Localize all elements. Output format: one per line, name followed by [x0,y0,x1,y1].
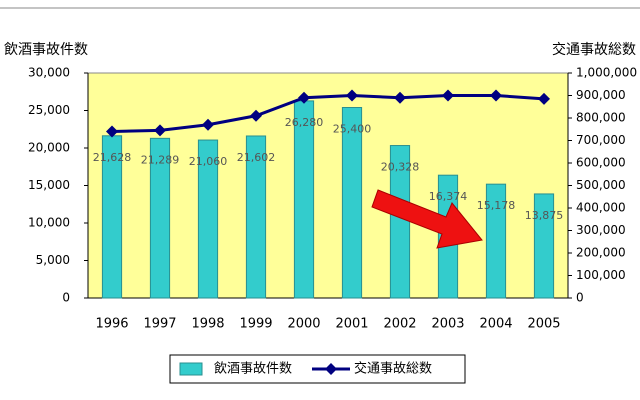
x-tick-label: 1999 [239,317,272,332]
value-label: 21,289 [141,153,180,166]
line-series [111,93,545,133]
value-label: 21,628 [93,151,132,164]
line-marker [202,118,214,131]
legend-swatch [325,363,337,375]
x-tick-label: 2003 [431,317,464,332]
y-tick-label: 30,000 [28,66,70,80]
y-tick-label: 5,000 [36,253,70,267]
line-marker [250,109,262,122]
legend-label: 飲酒事故件数 [214,361,292,377]
y2-tick-label: 200,000 [576,246,626,260]
y2-tick-label: 400,000 [576,201,626,215]
x-tick-label: 1998 [191,317,224,332]
y2-axis-title: 交通事故総数 [552,41,636,58]
value-label: 15,178 [477,199,516,212]
y-tick-label: 10,000 [28,216,70,230]
value-label: 21,602 [237,151,276,164]
y-tick-label: 0 [62,291,70,305]
value-label: 20,328 [381,161,420,174]
x-tick-label: 2005 [527,317,560,332]
value-label: 21,060 [189,155,228,168]
bar [485,183,507,299]
line-marker [442,89,454,102]
y2-tick-label: 600,000 [576,156,626,170]
line-marker [154,124,166,137]
x-tick-label: 2001 [335,317,368,332]
line-marker [298,91,310,104]
value-label: 13,875 [525,209,564,222]
line-marker [538,92,550,105]
x-tick-label: 2000 [287,317,320,332]
bar [149,137,171,299]
y-tick-label: 20,000 [28,141,70,155]
bar [341,107,363,299]
y-tick-label: 15,000 [28,178,70,192]
line-marker [106,125,118,138]
y2-tick-label: 900,000 [576,88,626,102]
value-label: 26,280 [285,116,324,129]
trend-arrow [371,189,483,249]
bar [245,135,267,299]
y2-tick-label: 1,000,000 [576,66,637,80]
x-tick-label: 2002 [383,317,416,332]
legend-swatch [179,362,203,376]
value-label: 25,400 [333,123,372,136]
x-tick-label: 1996 [95,317,128,332]
y-axis-title: 飲酒事故件数 [4,42,88,58]
line-marker [490,89,502,102]
y2-tick-label: 300,000 [576,223,626,237]
line-marker [346,89,358,102]
line-marker [394,91,406,104]
x-tick-label: 2004 [479,317,512,332]
y-tick-label: 25,000 [28,103,70,117]
bar [293,100,315,299]
bar [533,193,555,299]
bar [197,139,219,299]
y2-tick-label: 500,000 [576,178,626,192]
legend-label: 交通事故総数 [354,361,432,377]
y2-tick-label: 100,000 [576,268,626,282]
y2-tick-label: 700,000 [576,133,626,147]
x-tick-label: 1997 [143,317,176,332]
value-label: 16,374 [429,190,468,203]
y2-tick-label: 800,000 [576,111,626,125]
y2-tick-label: 0 [576,291,584,305]
